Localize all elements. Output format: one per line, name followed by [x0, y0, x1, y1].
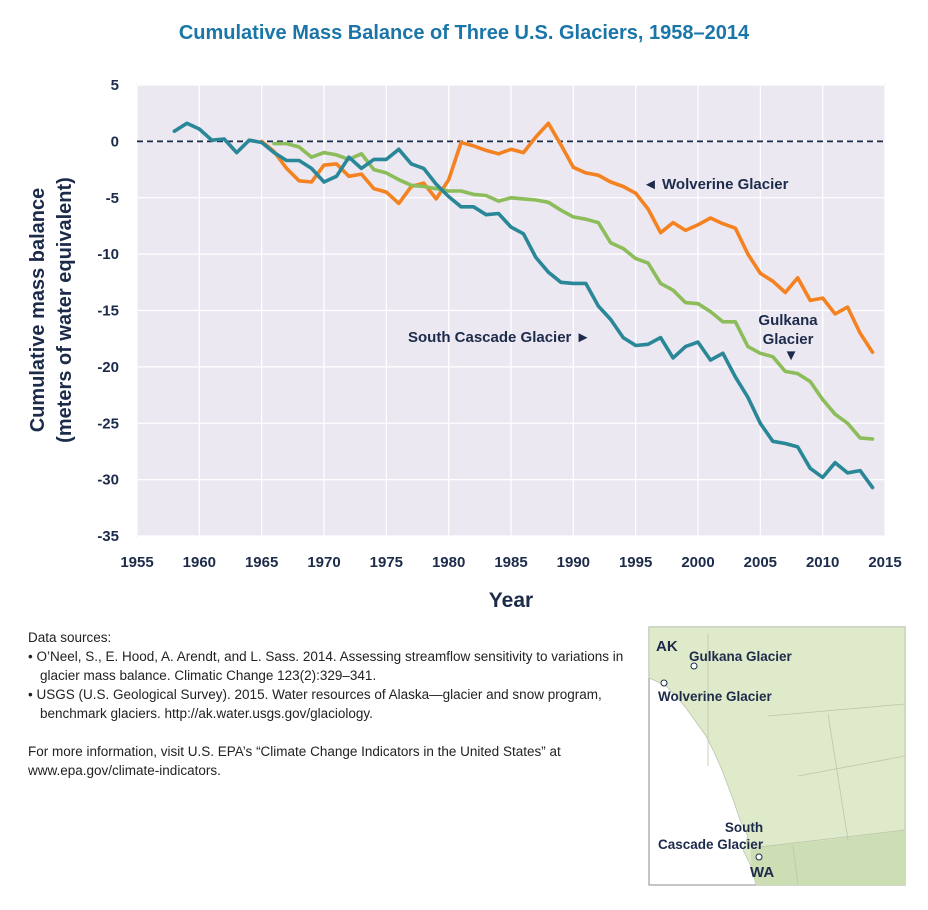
- series-line-south-cascade-glacier: [172, 121, 875, 490]
- x-tick-label: 1955: [120, 554, 153, 571]
- y-tick-label: -30: [97, 472, 119, 489]
- y-tick-label: 5: [111, 77, 119, 94]
- wolverine-marker-icon: [660, 679, 668, 687]
- state-borders: [707, 634, 906, 886]
- y-tick-label: 0: [111, 133, 119, 150]
- data-sources: Data sources: • O’Neel, S., E. Hood, A. …: [28, 628, 628, 780]
- series-label-gulkana-line2: Glacier: [763, 331, 814, 348]
- series-label-gulkana-arrow: ▼: [784, 347, 799, 364]
- source-item: • O’Neel, S., E. Hood, A. Arendt, and L.…: [28, 649, 624, 683]
- series-label-wolverine: ◄ Wolverine Glacier: [643, 176, 789, 193]
- locator-map: AK Gulkana Glacier Wolverine Glacier Sou…: [648, 626, 906, 886]
- x-tick-label: 1995: [619, 554, 652, 571]
- line-chart: 50-5-10-15-20-25-30-35 1955 1960 1965 1970 1…: [27, 77, 902, 612]
- x-tick-label: 1960: [183, 554, 216, 571]
- y-tick-label: -5: [106, 190, 119, 207]
- y-axis-label-line2: (meters of water equivalent): [54, 177, 76, 443]
- series-label-gulkana-line1: Gulkana: [758, 312, 818, 329]
- x-tick-label: 2000: [681, 554, 714, 571]
- x-tick-label: 1990: [557, 554, 590, 571]
- x-tick-label: 1975: [370, 554, 403, 571]
- series-label-south-cascade: South Cascade Glacier ►: [408, 329, 590, 346]
- x-tick-label: 1970: [307, 554, 340, 571]
- y-axis-ticks: 5 0 -5 -10 -15 -20 -25 -30 -35: [97, 77, 119, 545]
- x-tick-label: 1965: [245, 554, 278, 571]
- y-tick-label: -15: [97, 303, 119, 320]
- map-label-south-cascade-line1: South: [725, 820, 763, 835]
- chart-title: Cumulative Mass Balance of Three U.S. Gl…: [178, 22, 750, 44]
- south-cascade-marker-icon: [755, 853, 763, 861]
- x-axis-ticks: 1955 1960 1965 1970 1975 1980 1985 1990 1995 2000…: [120, 554, 901, 571]
- map-label-gulkana: Gulkana Glacier: [689, 649, 793, 664]
- x-tick-label: 2010: [806, 554, 839, 571]
- x-axis-label: Year: [489, 589, 533, 612]
- y-tick-label: -25: [97, 415, 119, 432]
- x-tick-label: 1985: [494, 554, 527, 571]
- gulkana-marker-icon: [690, 662, 698, 670]
- map-label-wa: WA: [750, 864, 774, 881]
- source-item: • USGS (U.S. Geological Survey). 2015. W…: [28, 687, 602, 721]
- series-lines: [172, 121, 875, 490]
- series-line-wolverine-glacier: [259, 121, 875, 355]
- y-tick-label: -10: [97, 246, 119, 263]
- x-tick-label: 2005: [744, 554, 777, 571]
- series-line-gulkana-glacier: [272, 141, 875, 441]
- map-label-ak: AK: [656, 638, 678, 655]
- y-tick-label: -35: [97, 528, 119, 545]
- map-label-wolverine: Wolverine Glacier: [658, 689, 773, 704]
- sources-heading: Data sources:: [28, 630, 112, 645]
- y-axis-label-line1: Cumulative mass balance: [27, 188, 49, 433]
- x-tick-label: 2015: [868, 554, 901, 571]
- y-tick-label: -20: [97, 359, 119, 376]
- more-info-text: For more information, visit U.S. EPA’s “…: [28, 744, 561, 778]
- land-mass: [648, 626, 906, 886]
- us-states: [751, 830, 905, 885]
- x-tick-label: 1980: [432, 554, 465, 571]
- map-label-south-cascade-line2: Cascade Glacier: [658, 837, 764, 852]
- gridlines: [136, 84, 886, 537]
